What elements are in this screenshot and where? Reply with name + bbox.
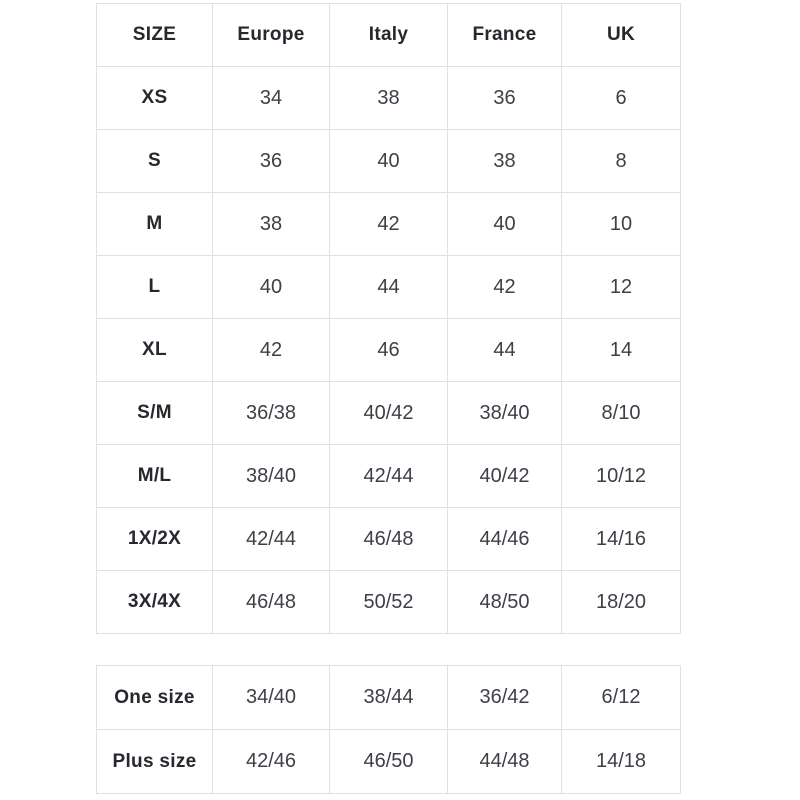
size-value-cell: 10/12 bbox=[561, 444, 681, 508]
table-header-row: SIZE Europe Italy France UK bbox=[96, 3, 681, 67]
row-label: One size bbox=[96, 665, 213, 730]
size-value-cell: 14/16 bbox=[561, 507, 681, 571]
size-value-cell: 36 bbox=[212, 129, 330, 193]
one-size-table: One size 34/40 38/44 36/42 6/12 Plus siz… bbox=[96, 665, 681, 794]
column-header-size: SIZE bbox=[96, 3, 213, 67]
table-row-one-size: One size 34/40 38/44 36/42 6/12 bbox=[96, 665, 681, 730]
table-row-3x4x: 3X/4X 46/48 50/52 48/50 18/20 bbox=[96, 570, 681, 634]
size-value-cell: 38/40 bbox=[447, 381, 562, 445]
column-header-france: France bbox=[447, 3, 562, 67]
size-value-cell: 10 bbox=[561, 192, 681, 256]
size-value-cell: 42 bbox=[447, 255, 562, 319]
size-value-cell: 40/42 bbox=[329, 381, 448, 445]
column-header-uk: UK bbox=[561, 3, 681, 67]
size-value-cell: 34/40 bbox=[212, 665, 330, 730]
row-label: S/M bbox=[96, 381, 213, 445]
size-value-cell: 12 bbox=[561, 255, 681, 319]
size-value-cell: 42 bbox=[329, 192, 448, 256]
size-value-cell: 46/50 bbox=[329, 729, 448, 794]
size-value-cell: 46 bbox=[329, 318, 448, 382]
row-label: M bbox=[96, 192, 213, 256]
table-row-sm: S/M 36/38 40/42 38/40 8/10 bbox=[96, 381, 681, 445]
table-row-ml: M/L 38/40 42/44 40/42 10/12 bbox=[96, 444, 681, 508]
size-value-cell: 46/48 bbox=[212, 570, 330, 634]
size-value-cell: 44 bbox=[329, 255, 448, 319]
size-value-cell: 18/20 bbox=[561, 570, 681, 634]
size-value-cell: 46/48 bbox=[329, 507, 448, 571]
size-value-cell: 44/48 bbox=[447, 729, 562, 794]
row-label: L bbox=[96, 255, 213, 319]
size-value-cell: 38 bbox=[447, 129, 562, 193]
size-value-cell: 14 bbox=[561, 318, 681, 382]
table-row-m: M 38 42 40 10 bbox=[96, 192, 681, 256]
row-label: 3X/4X bbox=[96, 570, 213, 634]
column-header-italy: Italy bbox=[329, 3, 448, 67]
table-row-plus-size: Plus size 42/46 46/50 44/48 14/18 bbox=[96, 729, 681, 794]
size-value-cell: 38 bbox=[329, 66, 448, 130]
size-value-cell: 42/44 bbox=[329, 444, 448, 508]
size-value-cell: 36 bbox=[447, 66, 562, 130]
size-value-cell: 36/42 bbox=[447, 665, 562, 730]
size-value-cell: 42/44 bbox=[212, 507, 330, 571]
table-row-l: L 40 44 42 12 bbox=[96, 255, 681, 319]
row-label: M/L bbox=[96, 444, 213, 508]
size-value-cell: 6 bbox=[561, 66, 681, 130]
size-value-cell: 42 bbox=[212, 318, 330, 382]
size-value-cell: 36/38 bbox=[212, 381, 330, 445]
row-label: XL bbox=[96, 318, 213, 382]
table-row-xs: XS 34 38 36 6 bbox=[96, 66, 681, 130]
size-value-cell: 34 bbox=[212, 66, 330, 130]
size-value-cell: 14/18 bbox=[561, 729, 681, 794]
row-label: S bbox=[96, 129, 213, 193]
size-value-cell: 48/50 bbox=[447, 570, 562, 634]
size-value-cell: 8/10 bbox=[561, 381, 681, 445]
size-value-cell: 40 bbox=[212, 255, 330, 319]
size-value-cell: 50/52 bbox=[329, 570, 448, 634]
size-conversion-table: SIZE Europe Italy France UK XS 34 38 36 … bbox=[96, 3, 681, 634]
size-value-cell: 42/46 bbox=[212, 729, 330, 794]
row-label: 1X/2X bbox=[96, 507, 213, 571]
size-value-cell: 6/12 bbox=[561, 665, 681, 730]
size-value-cell: 40 bbox=[329, 129, 448, 193]
size-value-cell: 8 bbox=[561, 129, 681, 193]
table-row-1x2x: 1X/2X 42/44 46/48 44/46 14/16 bbox=[96, 507, 681, 571]
table-row-xl: XL 42 46 44 14 bbox=[96, 318, 681, 382]
row-label: Plus size bbox=[96, 729, 213, 794]
size-value-cell: 38/44 bbox=[329, 665, 448, 730]
size-value-cell: 40 bbox=[447, 192, 562, 256]
row-label: XS bbox=[96, 66, 213, 130]
table-row-s: S 36 40 38 8 bbox=[96, 129, 681, 193]
size-value-cell: 38/40 bbox=[212, 444, 330, 508]
size-value-cell: 38 bbox=[212, 192, 330, 256]
column-header-europe: Europe bbox=[212, 3, 330, 67]
size-value-cell: 40/42 bbox=[447, 444, 562, 508]
size-value-cell: 44 bbox=[447, 318, 562, 382]
size-value-cell: 44/46 bbox=[447, 507, 562, 571]
